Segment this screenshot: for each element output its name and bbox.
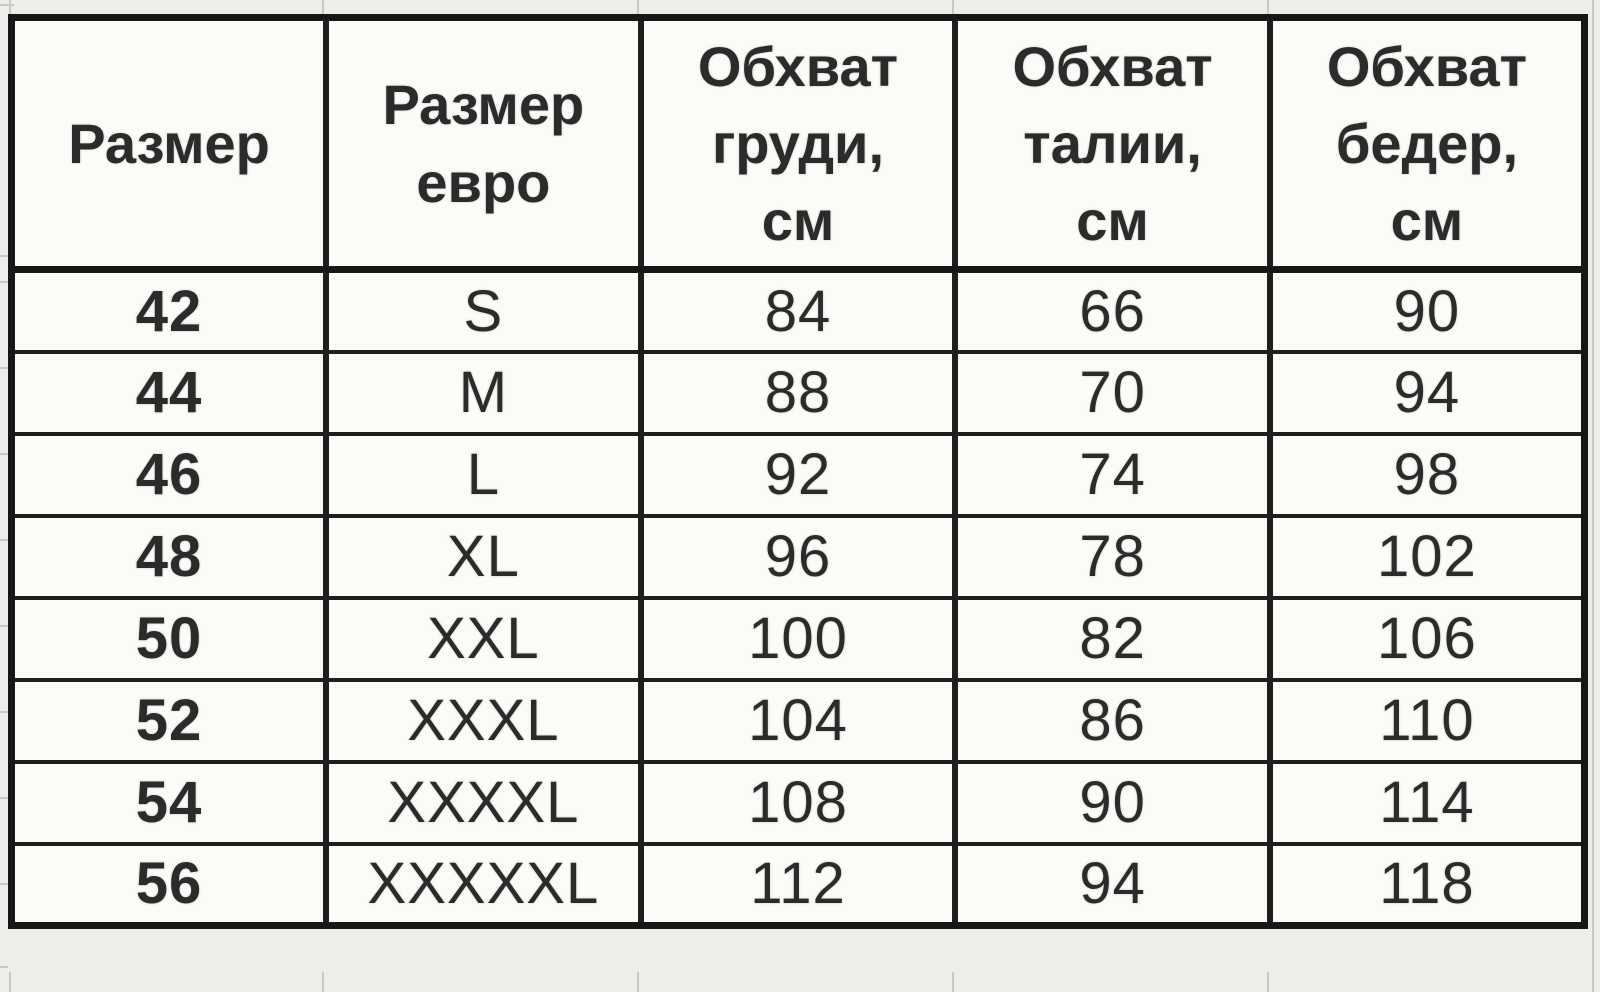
spreadsheet-gridline-h	[0, 625, 8, 627]
cell-waist: 70	[952, 349, 1273, 436]
spreadsheet-gridline-h	[0, 883, 8, 885]
cell-euro-size: S	[323, 267, 644, 354]
cell-size: 52	[8, 677, 330, 764]
spreadsheet-gridline-v	[9, 0, 11, 14]
cell-size: 50	[8, 595, 330, 682]
table-row: 44 M 88 70 94	[8, 349, 1588, 436]
cell-hips: 106	[1266, 595, 1588, 682]
cell-chest: 104	[637, 677, 959, 764]
table-row: 42 S 84 66 90	[8, 267, 1588, 354]
cell-waist: 74	[952, 431, 1273, 518]
cell-euro-size: M	[323, 349, 644, 436]
spreadsheet-gridline-v	[9, 972, 11, 992]
cell-size: 42	[8, 267, 330, 354]
cell-waist: 82	[952, 595, 1273, 682]
cell-euro-size: L	[323, 431, 644, 518]
cell-euro-size: XL	[323, 513, 644, 600]
spreadsheet-gridline-v	[1267, 0, 1269, 14]
cell-euro-size: XXXXL	[323, 759, 644, 846]
cell-hips: 98	[1266, 431, 1588, 518]
spreadsheet-gridline-h	[0, 539, 8, 541]
cell-chest: 88	[637, 349, 959, 436]
cell-chest: 100	[637, 595, 959, 682]
spreadsheet-gridline-v	[1267, 972, 1269, 992]
spreadsheet-gridline-v	[952, 0, 954, 14]
cell-size: 44	[8, 349, 330, 436]
spreadsheet-gridline-h	[0, 797, 8, 799]
cell-hips: 118	[1266, 841, 1588, 928]
column-header-hips: Обхват бедер, см	[1266, 15, 1588, 273]
cell-hips: 102	[1266, 513, 1588, 600]
cell-waist: 66	[952, 267, 1273, 354]
cell-hips: 90	[1266, 267, 1588, 354]
spreadsheet-gridline-h	[0, 966, 8, 968]
cell-waist: 90	[952, 759, 1273, 846]
cell-chest: 112	[637, 841, 959, 928]
spreadsheet-gridline-h	[0, 453, 8, 455]
spreadsheet-gridline-v	[322, 972, 324, 992]
cell-chest: 108	[637, 759, 959, 846]
cell-hips: 94	[1266, 349, 1588, 436]
cell-waist: 78	[952, 513, 1273, 600]
cell-chest: 92	[637, 431, 959, 518]
cell-size: 56	[8, 841, 330, 928]
spreadsheet-gridline-v	[637, 972, 639, 992]
column-header-chest: Обхват груди, см	[637, 15, 959, 273]
cell-chest: 84	[637, 267, 959, 354]
table-row: 50 XXL 100 82 106	[8, 595, 1588, 682]
cell-waist: 86	[952, 677, 1273, 764]
spreadsheet-gridline-v	[952, 972, 954, 992]
spreadsheet-gridline-h	[0, 4, 14, 6]
column-header-euro-size: Размер евро	[323, 15, 644, 273]
cell-size: 54	[8, 759, 330, 846]
cell-euro-size: XXL	[323, 595, 644, 682]
cell-size: 48	[8, 513, 330, 600]
header-row: Размер Размер евро Обхват груди, см Обхв…	[8, 15, 1588, 273]
spreadsheet-gridline-v	[1592, 0, 1594, 992]
size-table: Размер Размер евро Обхват груди, см Обхв…	[8, 14, 1588, 929]
table-row: 46 L 92 74 98	[8, 431, 1588, 518]
cell-chest: 96	[637, 513, 959, 600]
cell-size: 46	[8, 431, 330, 518]
table-row: 52 XXXL 104 86 110	[8, 677, 1588, 764]
spreadsheet-gridline-h	[0, 255, 8, 257]
cell-hips: 114	[1266, 759, 1588, 846]
column-header-waist: Обхват талии, см	[952, 15, 1273, 273]
cell-hips: 110	[1266, 677, 1588, 764]
table-row: 56 XXXXXL 112 94 118	[8, 841, 1588, 928]
column-header-size: Размер	[8, 15, 330, 273]
spreadsheet-gridline-h	[0, 367, 8, 369]
spreadsheet-gridline-h	[0, 711, 8, 713]
spreadsheet-gridline-h	[0, 281, 8, 283]
table-row: 54 XXXXL 108 90 114	[8, 759, 1588, 846]
cell-euro-size: XXXL	[323, 677, 644, 764]
table-row: 48 XL 96 78 102	[8, 513, 1588, 600]
cell-waist: 94	[952, 841, 1273, 928]
spreadsheet-gridline-v	[322, 0, 324, 14]
spreadsheet-gridline-v	[637, 0, 639, 14]
cell-euro-size: XXXXXL	[323, 841, 644, 928]
